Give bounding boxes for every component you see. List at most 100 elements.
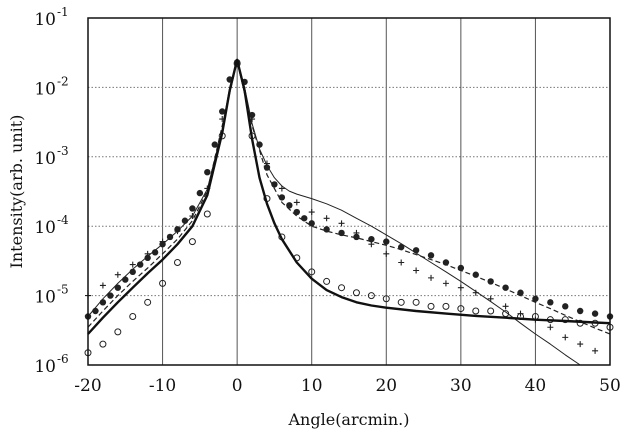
data-point: [398, 259, 405, 266]
data-point: [442, 302, 450, 310]
data-point: [487, 295, 494, 302]
x-tick-label: -10: [149, 376, 176, 396]
data-point: [427, 302, 435, 310]
data-point: [278, 194, 286, 201]
y-tick-exponent: -1: [57, 5, 69, 19]
data-point: [144, 254, 151, 262]
data-point: [99, 340, 107, 348]
data-point: [562, 303, 569, 310]
data-point: [367, 292, 375, 300]
data-point: [383, 250, 390, 257]
grid: [88, 18, 610, 365]
data-point: [353, 233, 360, 241]
data-point: [144, 298, 152, 306]
data-point: [382, 295, 390, 303]
data-point: [301, 215, 308, 222]
x-tick-label: -20: [74, 376, 101, 396]
data-point: [308, 268, 316, 276]
y-tick-labels: 10-610-510-410-310-210-1: [34, 5, 69, 377]
data-point: [323, 215, 330, 222]
data-point: [547, 299, 554, 306]
x-tick-label: 30: [450, 376, 472, 396]
data-point: [271, 181, 278, 188]
y-tick-label: 10: [34, 149, 56, 169]
y-tick-label: 10: [34, 288, 56, 308]
data-point: [383, 238, 390, 245]
data-point: [412, 247, 420, 254]
data-point: [189, 205, 196, 212]
data-point: [576, 307, 584, 315]
data-point: [352, 289, 360, 297]
data-point: [188, 238, 196, 246]
y-tick-exponent: -3: [57, 144, 69, 158]
data-point: [323, 277, 331, 285]
data-point: [368, 241, 375, 248]
data-point: [413, 267, 420, 274]
data-point: [204, 168, 211, 176]
data-point: [472, 271, 479, 278]
x-tick-label: 0: [232, 376, 243, 396]
data-point: [353, 229, 360, 236]
data-point: [457, 284, 464, 291]
data-point: [562, 334, 569, 341]
data-point: [502, 303, 509, 310]
y-tick-exponent: -6: [57, 352, 69, 366]
x-tick-label: 20: [375, 376, 397, 396]
y-tick-label: 10: [34, 357, 56, 377]
data-point: [487, 307, 495, 315]
data-point: [338, 220, 345, 227]
y-tick-label: 10: [34, 79, 56, 99]
data-point: [502, 284, 509, 291]
series-plus: [85, 59, 599, 354]
data-point: [219, 108, 226, 115]
data-point: [137, 261, 144, 268]
curve-dashed: [87, 60, 611, 335]
plot-frame: [87, 17, 611, 366]
y-tick-label: 10: [34, 218, 56, 238]
data-point: [308, 220, 315, 227]
data-point: [173, 258, 181, 266]
data-point: [159, 279, 167, 287]
data-point: [412, 298, 420, 306]
data-point: [338, 284, 346, 292]
data-point: [547, 324, 554, 331]
x-axis-label: Angle(arcmin.): [288, 410, 410, 429]
data-point: [293, 199, 300, 206]
data-point: [591, 310, 599, 317]
data-point: [293, 208, 300, 216]
data-point: [308, 209, 315, 216]
data-point: [114, 284, 122, 291]
data-point: [442, 280, 449, 287]
x-tick-label: 10: [301, 376, 323, 396]
y-tick-exponent: -2: [57, 74, 69, 88]
y-axis-label: Intensity(arb. unit): [7, 115, 26, 269]
y-tick-exponent: -5: [57, 283, 69, 297]
data-point: [457, 305, 465, 313]
data-point: [114, 271, 121, 278]
data-point: [114, 328, 122, 336]
series-open-circle: [84, 60, 614, 357]
x-tick-label: 50: [599, 376, 621, 396]
data-point: [286, 202, 293, 209]
x-tick-label: 40: [525, 376, 547, 396]
curve-thin-solid: [87, 59, 581, 366]
data-point: [99, 282, 106, 289]
y-tick-exponent: -4: [57, 213, 69, 227]
data-point: [129, 261, 136, 268]
data-point: [99, 299, 107, 306]
data-point: [122, 276, 129, 283]
data-point: [427, 252, 435, 259]
fit-curves: [87, 58, 611, 366]
y-tick-label: 10: [34, 10, 56, 30]
curve-thick-solid: [87, 58, 611, 335]
x-tick-labels: -20 -10 0 10 20 30 40 50: [74, 376, 621, 396]
data-point: [129, 312, 137, 320]
data-point: [211, 141, 218, 148]
data-point: [592, 347, 599, 354]
data-point: [472, 307, 480, 315]
data-point: [428, 274, 435, 281]
data-point: [577, 341, 584, 348]
data-point: [203, 210, 211, 218]
data-point: [107, 292, 114, 299]
